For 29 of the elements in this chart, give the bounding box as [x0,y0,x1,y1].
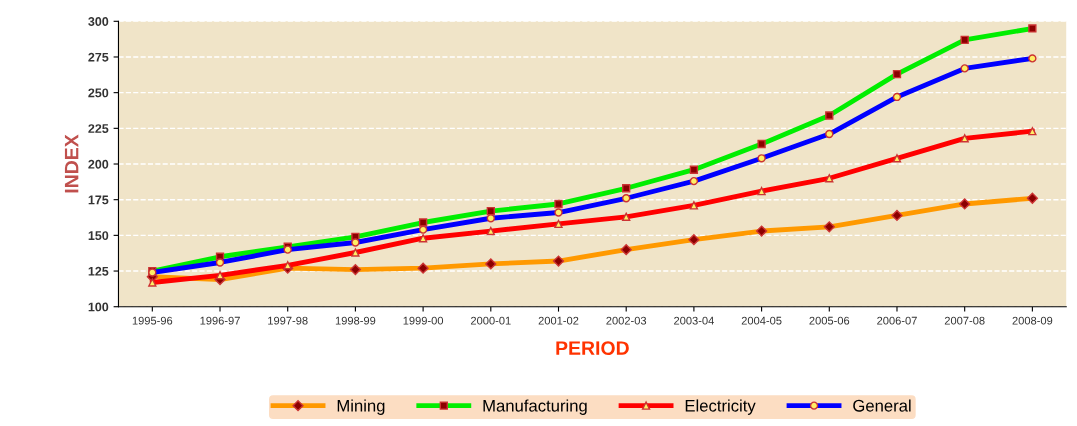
legend-label: Electricity [685,399,756,415]
x-tick-label: 2005-06 [809,316,850,325]
y-tick-label: 200 [88,159,109,169]
x-tick-label: 2008-09 [1012,316,1053,325]
y-tick-label: 175 [88,195,109,205]
y-tick-label: 275 [88,52,109,62]
y-tick-label: 100 [88,302,109,312]
legend-label: General [853,399,911,412]
x-tick-label: 2001-02 [538,316,579,325]
y-tick-label: 300 [88,17,109,26]
x-tick-label: 1995-96 [132,316,173,325]
x-tick-label: 2000-01 [470,316,511,325]
y-tick-label: 150 [88,231,109,241]
x-tick-label: 1998-99 [335,316,376,325]
y-tick-label: 125 [88,266,109,276]
x-tick-label: 1996-97 [200,316,240,325]
x-tick-label: 2004-05 [741,316,782,325]
y-tick-label: 225 [88,124,109,133]
x-tick-label: 2003-04 [674,316,714,325]
x-tick-label: 1997-98 [268,316,308,325]
legend-label: Manufacturing [483,399,587,415]
y-tick-label: 250 [88,88,109,98]
legend-label: Mining [337,399,385,415]
x-tick-label: 2006-07 [877,316,917,325]
x-tick-label: 1999-00 [403,316,444,325]
y-axis-title: INDEX [64,134,79,193]
x-tick-label: 2007-08 [944,316,985,325]
x-tick-label: 2002-03 [606,316,647,325]
x-axis-title: PERIOD [556,341,629,355]
